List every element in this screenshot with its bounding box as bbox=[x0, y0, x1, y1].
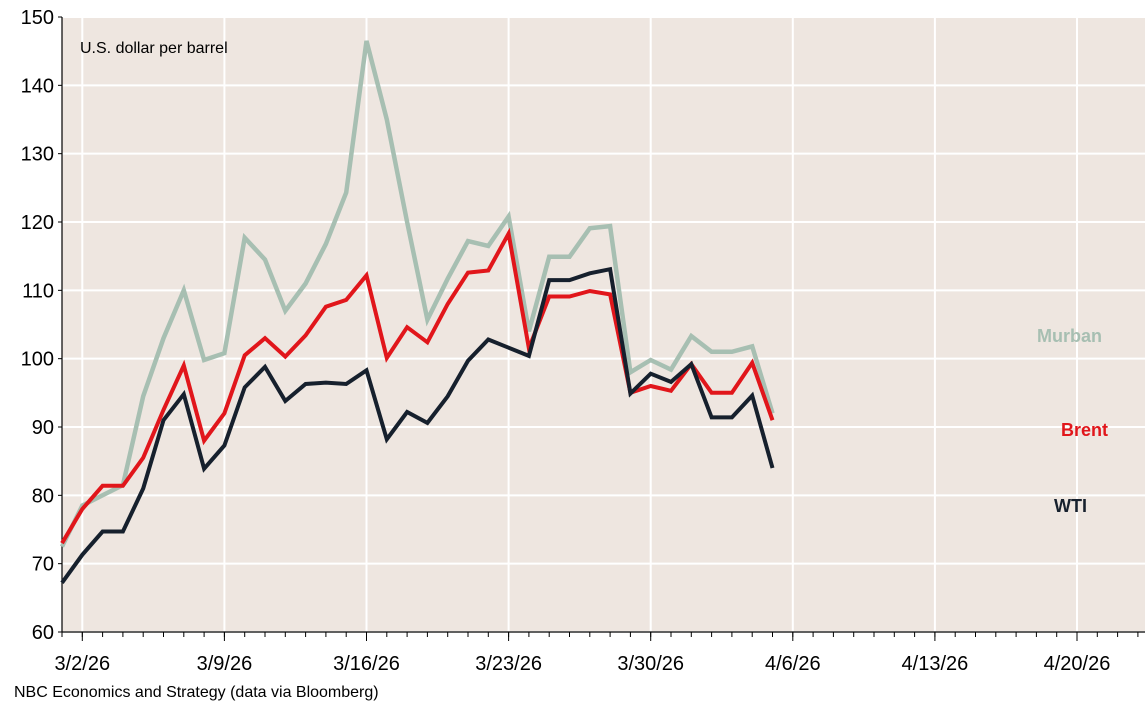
line-chart: 60708090100110120130140150 3/2/263/9/263… bbox=[0, 0, 1145, 680]
y-tick-label: 80 bbox=[32, 485, 54, 507]
y-tick-label: 100 bbox=[21, 349, 54, 371]
x-tick-label: 3/2/26 bbox=[54, 653, 110, 675]
x-tick-label: 3/9/26 bbox=[197, 653, 253, 675]
y-tick-label: 150 bbox=[21, 7, 54, 29]
y-tick-label: 90 bbox=[32, 417, 54, 439]
y-tick-label: 140 bbox=[21, 75, 54, 97]
series-label-wti: WTI bbox=[1054, 496, 1087, 516]
units-label: U.S. dollar per barrel bbox=[80, 40, 228, 57]
series-label-brent: Brent bbox=[1061, 420, 1108, 440]
y-axis-ticks: 60 70 80 90 100 110 120 130 140 150 bbox=[21, 7, 62, 644]
x-tick-label: 4/13/26 bbox=[902, 653, 969, 675]
y-tick-label: 120 bbox=[21, 212, 54, 234]
x-tick-label: 4/20/26 bbox=[1044, 653, 1111, 675]
source-note: NBC Economics and Strategy (data via Blo… bbox=[14, 684, 379, 702]
x-axis-ticks: 3/2/26 3/9/26 3/16/26 3/23/26 3/30/26 4/6/26 4… bbox=[54, 632, 1137, 675]
x-tick-label: 3/30/26 bbox=[617, 653, 684, 675]
y-tick-label: 110 bbox=[22, 280, 54, 302]
y-tick-label: 60 bbox=[32, 622, 54, 644]
y-tick-label: 130 bbox=[21, 144, 54, 166]
x-tick-label: 3/23/26 bbox=[475, 653, 542, 675]
series-label-murban: Murban bbox=[1037, 326, 1102, 346]
x-tick-label: 4/6/26 bbox=[765, 653, 821, 675]
x-tick-label: 3/16/26 bbox=[333, 653, 400, 675]
y-tick-label: 70 bbox=[32, 554, 54, 576]
